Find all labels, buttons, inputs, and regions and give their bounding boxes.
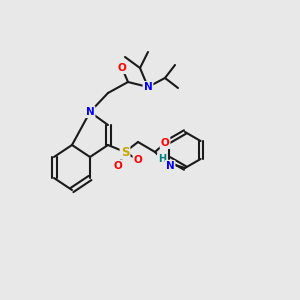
Text: O: O [114, 161, 122, 171]
Text: N: N [166, 161, 174, 171]
Text: O: O [118, 63, 126, 73]
Text: O: O [134, 155, 142, 165]
Text: N: N [144, 82, 152, 92]
Text: S: S [121, 146, 129, 158]
Text: O: O [160, 138, 169, 148]
Text: N: N [85, 107, 94, 117]
Text: H: H [158, 154, 166, 164]
